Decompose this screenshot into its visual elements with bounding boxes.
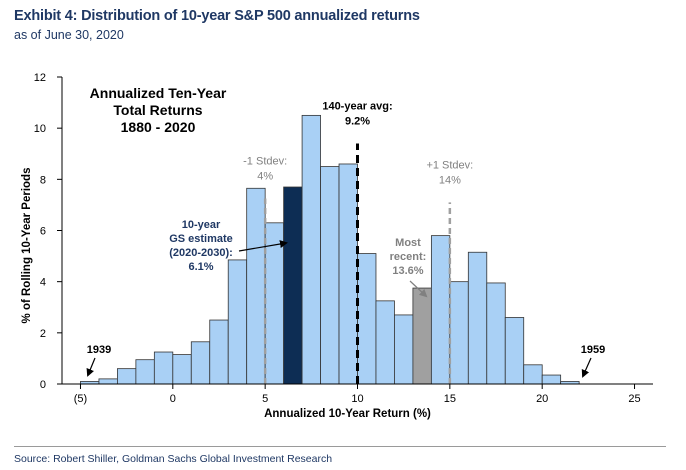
- inset-title: Annualized Ten-Year Total Returns 1880 - 2…: [90, 85, 227, 135]
- histogram-bar-14: [338, 163, 358, 385]
- histogram-bar-23: [504, 317, 525, 385]
- histogram-bar-11: [283, 186, 303, 385]
- y-tick-label-6: 12: [34, 72, 46, 84]
- year-1939-label: 1939: [87, 344, 111, 356]
- most-recent-arrow: [409, 280, 428, 298]
- histogram-bar-1: [98, 378, 118, 385]
- histogram-bar-9: [246, 187, 266, 385]
- reference-lines: [263, 143, 452, 384]
- y-axis-title: % of Rolling 10-Year Periods: [21, 168, 33, 324]
- histogram-bar-19: [430, 235, 451, 385]
- year-1939-arrow: [86, 357, 96, 377]
- histogram-bars: [80, 114, 580, 385]
- y-tick-label-3: 6: [40, 226, 46, 238]
- most-recent-label: Most recent: 13.6%: [390, 237, 427, 277]
- chart-axes: 0 2 4 6 8 10 12 (5) 0 5 10 15 20 25 Annualized 10-Year…: [21, 72, 653, 420]
- exhibit-subtitle: as of June 30, 2020: [14, 28, 124, 42]
- x-tick-label-2: 5: [262, 393, 268, 405]
- year-1959-arrow: [581, 357, 592, 378]
- year-1959-label: 1959: [581, 344, 605, 356]
- exhibit-title: Exhibit 4: Distribution of 10-year S&P 5…: [14, 8, 420, 24]
- histogram-bar-15: [357, 253, 377, 385]
- histogram-bar-13: [320, 166, 340, 385]
- x-tick-label-5: 20: [536, 393, 548, 405]
- histogram-bar-4: [153, 351, 174, 385]
- histogram-bar-25: [541, 374, 562, 385]
- histogram-chart: 0 2 4 6 8 10 12 (5) 0 5 10 15 20 25 Annualized 10-Year…: [21, 72, 653, 420]
- gs-estimate-label: 10-year GS estimate (2020-2030): 6.1%: [169, 219, 233, 273]
- source-note: Source: Robert Shiller, Goldman Sachs Gl…: [14, 453, 333, 465]
- histogram-bar-3: [135, 359, 155, 385]
- y-tick-label-2: 4: [40, 277, 46, 289]
- histogram-bar-21: [467, 251, 488, 385]
- histogram-bar-12: [301, 114, 321, 385]
- histogram-bar-5: [172, 354, 192, 385]
- histogram-bar-17: [394, 314, 414, 385]
- histogram-bar-18: [412, 287, 432, 385]
- histogram-bar-16: [375, 300, 395, 385]
- histogram-bar-20: [449, 281, 469, 385]
- histogram-bar-2: [117, 368, 137, 385]
- minus-stdev-label: -1 Stdev: 4%: [243, 156, 287, 183]
- histogram-bar-22: [486, 282, 506, 385]
- y-tick-label-4: 8: [40, 174, 46, 186]
- histogram-bar-8: [227, 259, 248, 385]
- y-tick-label-5: 10: [34, 123, 46, 135]
- x-tick-label-0: (5): [74, 393, 87, 405]
- histogram-bar-10: [264, 222, 285, 385]
- gs-estimate-arrow: [238, 240, 288, 252]
- plus-stdev-label: +1 Stdev: 14%: [426, 159, 473, 186]
- x-tick-label-4: 15: [444, 393, 456, 405]
- avg-label: 140-year avg: 9.2%: [322, 101, 392, 128]
- footer-divider: [14, 446, 666, 447]
- x-tick-label-6: 25: [628, 393, 640, 405]
- chart-annotations: 140-year avg: 9.2% -1 Stdev: 4% +1 Stdev: 14%…: [86, 85, 605, 378]
- x-axis-title: Annualized 10-Year Return (%): [264, 408, 431, 420]
- histogram-bar-24: [523, 364, 543, 385]
- y-tick-label-0: 0: [40, 379, 46, 391]
- histogram-bar-7: [209, 319, 229, 385]
- x-tick-label-1: 0: [170, 393, 176, 405]
- x-tick-label-3: 10: [351, 393, 363, 405]
- y-tick-label-1: 2: [40, 328, 46, 340]
- histogram-bar-6: [190, 341, 211, 385]
